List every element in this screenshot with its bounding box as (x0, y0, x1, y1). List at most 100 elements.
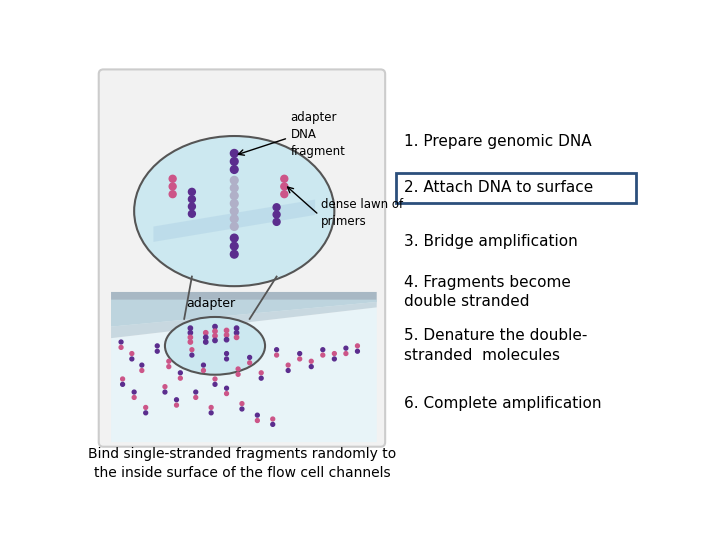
Circle shape (169, 191, 176, 198)
Circle shape (225, 333, 229, 337)
Circle shape (144, 411, 148, 415)
Circle shape (174, 403, 179, 407)
Text: 6. Complete amplification: 6. Complete amplification (404, 396, 601, 411)
Circle shape (156, 349, 159, 353)
Circle shape (344, 346, 348, 350)
Circle shape (230, 166, 238, 173)
Circle shape (230, 215, 238, 222)
Circle shape (140, 363, 144, 367)
Circle shape (179, 376, 182, 380)
Circle shape (174, 398, 179, 402)
Circle shape (156, 344, 159, 348)
Circle shape (333, 357, 336, 361)
Circle shape (189, 211, 195, 217)
Circle shape (230, 222, 238, 231)
Circle shape (287, 369, 290, 373)
Circle shape (271, 422, 274, 426)
Polygon shape (111, 307, 377, 442)
Text: dense lawn of
primers: dense lawn of primers (321, 198, 403, 228)
Circle shape (225, 357, 228, 361)
Circle shape (287, 363, 290, 367)
Circle shape (204, 340, 208, 344)
Polygon shape (111, 302, 377, 338)
Circle shape (356, 349, 359, 353)
Circle shape (194, 390, 198, 394)
Polygon shape (111, 300, 377, 333)
Circle shape (356, 344, 359, 348)
Circle shape (225, 338, 229, 342)
Circle shape (273, 204, 280, 211)
Circle shape (230, 234, 238, 242)
Circle shape (210, 411, 213, 415)
Circle shape (188, 340, 192, 344)
Circle shape (188, 335, 192, 340)
Circle shape (140, 369, 144, 373)
Circle shape (132, 390, 136, 394)
Circle shape (213, 325, 217, 329)
Circle shape (130, 357, 134, 361)
Circle shape (230, 207, 238, 215)
Circle shape (230, 158, 238, 165)
Circle shape (310, 359, 313, 363)
Circle shape (179, 371, 182, 375)
Circle shape (202, 369, 205, 373)
Circle shape (213, 334, 217, 338)
Circle shape (225, 392, 228, 395)
Circle shape (230, 192, 238, 200)
Circle shape (188, 330, 192, 335)
Circle shape (344, 352, 348, 355)
Circle shape (144, 406, 148, 409)
Circle shape (256, 413, 259, 417)
Circle shape (189, 195, 195, 202)
Circle shape (121, 382, 125, 386)
Circle shape (298, 357, 302, 361)
Circle shape (230, 150, 238, 157)
Circle shape (204, 335, 208, 340)
Circle shape (230, 184, 238, 192)
Circle shape (235, 330, 239, 335)
Circle shape (271, 417, 274, 421)
Text: 5. Denature the double-
stranded  molecules: 5. Denature the double- stranded molecul… (404, 328, 587, 363)
Circle shape (188, 326, 192, 330)
Circle shape (189, 203, 195, 210)
Circle shape (240, 402, 244, 406)
Text: adapter: adapter (186, 296, 235, 309)
Circle shape (230, 177, 238, 184)
Circle shape (213, 382, 217, 386)
Text: 4. Fragments become
double stranded: 4. Fragments become double stranded (404, 274, 570, 309)
Circle shape (274, 353, 279, 357)
Circle shape (281, 191, 288, 198)
Circle shape (230, 242, 238, 250)
Circle shape (281, 183, 288, 190)
Circle shape (240, 407, 244, 411)
Circle shape (333, 352, 336, 355)
Ellipse shape (134, 136, 334, 286)
Circle shape (321, 353, 325, 357)
Circle shape (310, 364, 313, 369)
Circle shape (225, 386, 228, 390)
Circle shape (213, 377, 217, 381)
Circle shape (119, 346, 123, 349)
Circle shape (256, 418, 259, 422)
Text: 1. Prepare genomic DNA: 1. Prepare genomic DNA (404, 134, 591, 149)
Circle shape (190, 348, 194, 352)
Polygon shape (111, 292, 377, 327)
Circle shape (230, 200, 238, 207)
Text: 3. Bridge amplification: 3. Bridge amplification (404, 234, 577, 249)
Circle shape (259, 371, 263, 375)
Circle shape (236, 367, 240, 371)
Circle shape (213, 338, 217, 342)
Circle shape (248, 361, 251, 365)
Circle shape (194, 395, 198, 400)
Circle shape (274, 348, 279, 352)
Circle shape (273, 218, 280, 225)
Circle shape (213, 329, 217, 333)
Circle shape (235, 326, 239, 330)
Circle shape (202, 363, 205, 367)
Circle shape (163, 384, 167, 389)
Circle shape (169, 183, 176, 190)
Circle shape (259, 376, 263, 380)
Circle shape (189, 188, 195, 195)
Circle shape (210, 406, 213, 409)
Circle shape (121, 377, 125, 381)
